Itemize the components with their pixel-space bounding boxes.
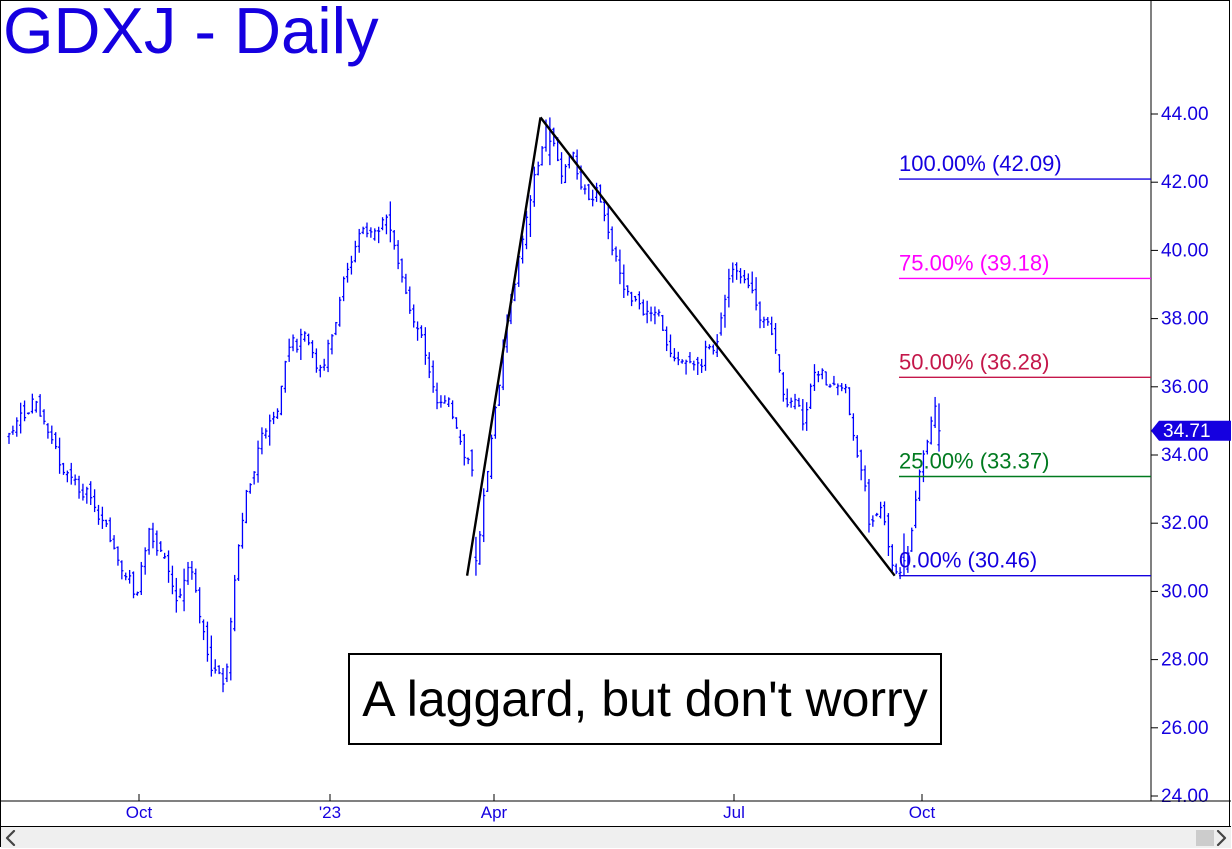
svg-text:25.00% (33.37): 25.00% (33.37): [899, 449, 1049, 474]
svg-text:'23: '23: [319, 803, 341, 822]
svg-text:38.00: 38.00: [1161, 309, 1209, 330]
svg-text:Apr: Apr: [481, 803, 508, 822]
svg-text:44.00: 44.00: [1161, 104, 1209, 125]
svg-text:34.71: 34.71: [1163, 421, 1211, 442]
svg-text:36.00: 36.00: [1161, 377, 1209, 398]
svg-text:34.00: 34.00: [1161, 445, 1209, 466]
svg-text:0.00% (30.46): 0.00% (30.46): [899, 548, 1037, 573]
svg-text:32.00: 32.00: [1161, 513, 1209, 534]
svg-text:50.00% (36.28): 50.00% (36.28): [899, 349, 1049, 374]
svg-text:42.00: 42.00: [1161, 172, 1209, 193]
svg-text:30.00: 30.00: [1161, 581, 1209, 602]
svg-text:24.00: 24.00: [1161, 786, 1209, 807]
svg-text:Oct: Oct: [126, 803, 153, 822]
svg-text:28.00: 28.00: [1161, 650, 1209, 671]
svg-text:Jul: Jul: [723, 803, 745, 822]
svg-text:26.00: 26.00: [1161, 718, 1209, 739]
svg-text:40.00: 40.00: [1161, 240, 1209, 261]
svg-text:Oct: Oct: [909, 803, 936, 822]
svg-text:75.00% (39.18): 75.00% (39.18): [899, 250, 1049, 275]
svg-text:100.00% (42.09): 100.00% (42.09): [899, 151, 1062, 176]
